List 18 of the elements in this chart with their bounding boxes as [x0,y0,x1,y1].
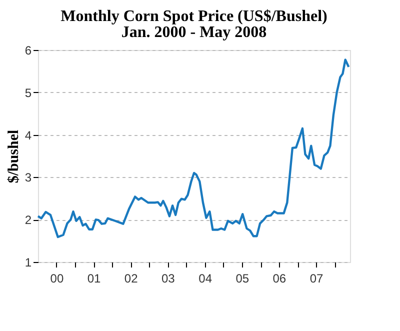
line-series [36,58,350,238]
x-tick-label: 05 [236,272,250,286]
y-tick-label: 5 [24,86,32,100]
y-tick-label: 4 [24,128,32,142]
x-tick-label: 02 [124,272,138,286]
x-tick-label: 03 [161,272,176,286]
y-tick-label: 1 [24,256,32,270]
y-tick-label: 3 [24,170,32,185]
x-tick-label: 06 [272,272,286,286]
x-tick-label: 04 [198,272,212,286]
chart-subtitle: Jan. 2000 - May 2008 [121,24,267,41]
chart-title: Monthly Corn Spot Price (US$/Bushel) [60,8,328,25]
x-tick-label: 01 [87,272,102,286]
y-axis-title: $/bushel [6,130,22,184]
x-tick-label: 07 [310,272,324,286]
y-tick-label: 6 [24,44,32,58]
x-tick-label: 00 [50,272,64,286]
y-tick-label: 2 [24,213,32,228]
